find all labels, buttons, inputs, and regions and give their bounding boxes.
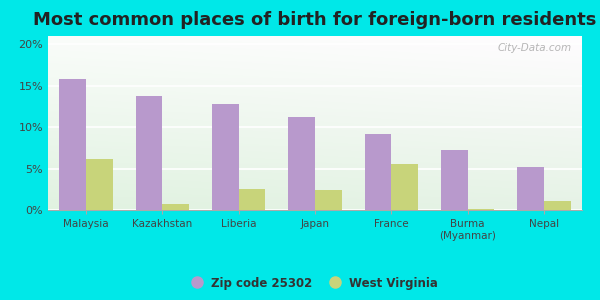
Bar	[239, 189, 265, 210]
Bar	[136, 96, 163, 210]
Text: City-Data.com: City-Data.com	[497, 43, 571, 53]
Bar	[544, 201, 571, 210]
Bar	[391, 164, 418, 210]
Bar	[163, 204, 189, 210]
Bar	[365, 134, 391, 210]
Bar	[86, 159, 113, 210]
Bar	[315, 190, 342, 210]
Bar	[517, 167, 544, 210]
Bar	[212, 104, 239, 210]
Bar	[467, 209, 494, 210]
Bar	[441, 149, 467, 210]
Legend: Zip code 25302, West Virginia: Zip code 25302, West Virginia	[187, 272, 443, 295]
Bar	[59, 79, 86, 210]
Bar	[289, 117, 315, 210]
Title: Most common places of birth for foreign-born residents: Most common places of birth for foreign-…	[34, 11, 596, 29]
